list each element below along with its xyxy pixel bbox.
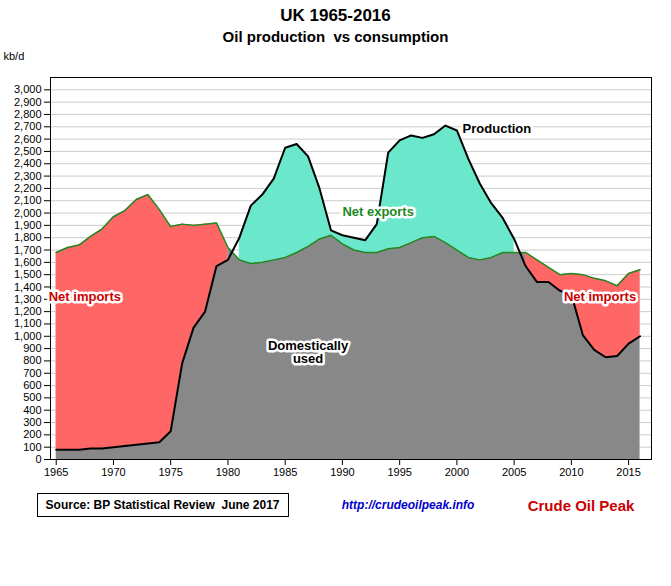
svg-text:Production: Production: [463, 121, 532, 136]
svg-text:300: 300: [23, 416, 41, 428]
svg-text:2,900: 2,900: [14, 96, 42, 108]
svg-text:900: 900: [23, 342, 41, 354]
svg-text:500: 500: [23, 391, 41, 403]
svg-text:Domesticallyused: Domesticallyused: [268, 338, 349, 366]
svg-text:1965: 1965: [44, 466, 68, 478]
svg-text:400: 400: [23, 404, 41, 416]
svg-text:1980: 1980: [216, 466, 240, 478]
svg-text:Net imports: Net imports: [49, 289, 121, 304]
html-text:Crude Oil Peak: Crude Oil Peak: [527, 496, 635, 514]
svg-text:0: 0: [35, 453, 41, 465]
svg-text:100: 100: [23, 441, 41, 453]
html-text:http://crudeoilpeak.info: http://crudeoilpeak.info: [341, 498, 475, 512]
svg-text:2010: 2010: [559, 466, 583, 478]
svg-text:1,700: 1,700: [14, 244, 42, 256]
svg-text:Net imports: Net imports: [564, 289, 636, 304]
html-text:Source: BP Statistical Review: Source: BP Statistical Review June 2017: [45, 498, 280, 512]
svg-text:2,600: 2,600: [14, 133, 42, 145]
svg-text:1,300: 1,300: [14, 293, 42, 305]
svg-text:1,100: 1,100: [14, 317, 42, 329]
svg-text:2,200: 2,200: [14, 182, 42, 194]
svg-text:2005: 2005: [502, 466, 526, 478]
svg-text:600: 600: [23, 379, 41, 391]
svg-text:2000: 2000: [445, 466, 469, 478]
svg-text:2,800: 2,800: [14, 108, 42, 120]
svg-text:800: 800: [23, 354, 41, 366]
svg-text:2015: 2015: [616, 466, 640, 478]
svg-text:2,300: 2,300: [14, 170, 42, 182]
svg-text:1,400: 1,400: [14, 281, 42, 293]
svg-text:1975: 1975: [158, 466, 182, 478]
svg-text:1,600: 1,600: [14, 256, 42, 268]
svg-text:kb/d: kb/d: [4, 50, 25, 62]
svg-text:1,900: 1,900: [14, 219, 42, 231]
svg-text:1,000: 1,000: [14, 330, 42, 342]
html-text:UK 1965-2016: UK 1965-2016: [280, 6, 391, 25]
svg-text:3,000: 3,000: [14, 83, 42, 95]
svg-text:Net exports: Net exports: [342, 204, 414, 219]
svg-text:200: 200: [23, 428, 41, 440]
svg-text:1985: 1985: [273, 466, 297, 478]
svg-text:2,000: 2,000: [14, 207, 42, 219]
svg-text:2,100: 2,100: [14, 194, 42, 206]
svg-text:1,800: 1,800: [14, 231, 42, 243]
svg-text:1,500: 1,500: [14, 268, 42, 280]
html-text:Oil production vs consumption: Oil production vs consumption: [222, 28, 449, 45]
svg-text:1970: 1970: [101, 466, 125, 478]
svg-text:1990: 1990: [330, 466, 354, 478]
svg-text:2,500: 2,500: [14, 145, 42, 157]
svg-text:2,400: 2,400: [14, 157, 42, 169]
svg-text:1995: 1995: [387, 466, 411, 478]
svg-text:2,700: 2,700: [14, 120, 42, 132]
svg-text:1,200: 1,200: [14, 305, 42, 317]
svg-text:700: 700: [23, 367, 41, 379]
